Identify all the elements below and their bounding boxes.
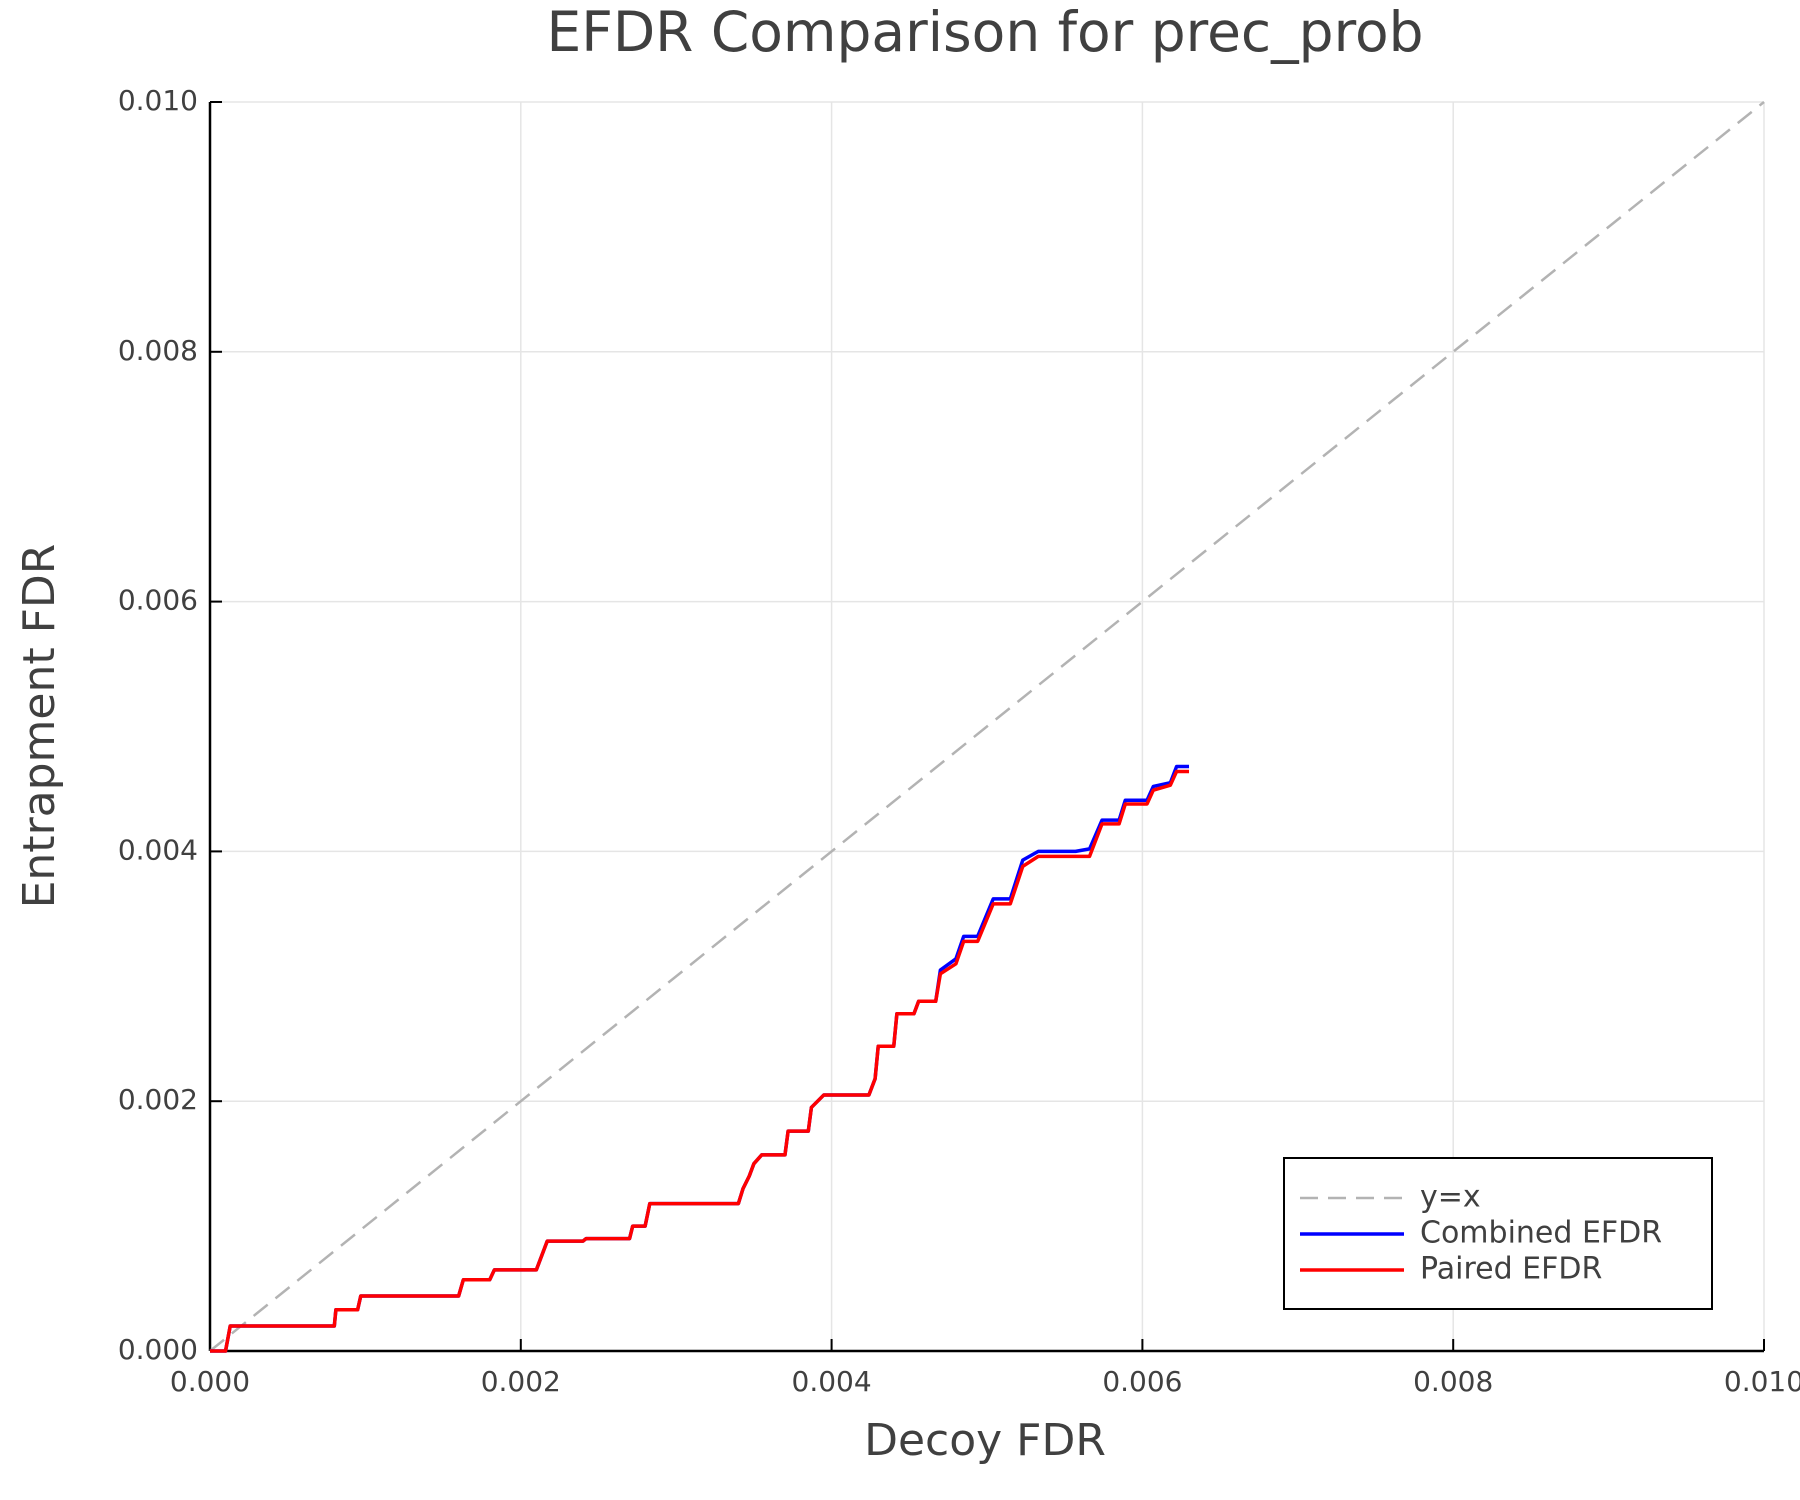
x-tick-label: 0.004	[792, 1365, 872, 1398]
y-tick-label: 0.004	[118, 833, 198, 866]
legend-label: Combined EFDR	[1420, 1216, 1662, 1251]
y-axis-label: Entrapment FDR	[14, 544, 65, 909]
y-tick-label: 0.008	[118, 334, 198, 367]
chart-title: EFDR Comparison for prec_prob	[546, 0, 1423, 64]
x-tick-label: 0.008	[1413, 1365, 1493, 1398]
x-tick-label: 0.000	[170, 1365, 250, 1398]
legend-label: y=x	[1420, 1180, 1481, 1215]
series-line	[209, 101, 1765, 1352]
y-tick-label: 0.010	[118, 84, 198, 117]
x-tick-label: 0.002	[481, 1365, 561, 1398]
y-tick-label: 0.006	[118, 584, 198, 617]
x-tick-label: 0.010	[1724, 1365, 1800, 1398]
legend-label: Paired EFDR	[1420, 1252, 1602, 1287]
y-tick-label: 0.002	[118, 1083, 198, 1116]
y-tick-label: 0.000	[118, 1333, 198, 1366]
x-axis-label: Decoy FDR	[864, 1415, 1106, 1466]
series-line	[210, 769, 1190, 1353]
series-line	[210, 764, 1190, 1353]
x-tick-label: 0.006	[1102, 1365, 1182, 1398]
